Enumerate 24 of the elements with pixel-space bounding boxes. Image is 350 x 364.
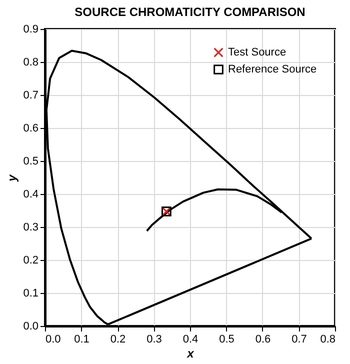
legend-label: Reference Source (228, 64, 317, 76)
x-tick-label: 0.2 (110, 334, 126, 346)
y-tick-label: 0.1 (23, 288, 38, 300)
y-tick-label: 0.4 (23, 188, 38, 200)
x-axis-title: x (186, 346, 196, 360)
y-axis-title: y (5, 173, 20, 182)
legend-label: Test Source (228, 46, 286, 58)
y-tick-label: 0.3 (23, 222, 38, 234)
x-tick-label: 0.6 (255, 334, 271, 346)
x-tick-label: 0.1 (74, 334, 90, 346)
y-tick-label: 0.5 (23, 156, 38, 168)
x-tick-label: 0.3 (146, 334, 162, 346)
chart-title: SOURCE CHROMATICITY COMPARISON (74, 5, 306, 19)
x-tick-label: 0.0 (46, 334, 61, 346)
y-tick-label: 0.7 (23, 90, 38, 102)
y-tick-label: 0.8 (23, 56, 38, 68)
y-tick-label: 0.2 (23, 254, 38, 266)
y-tick-label: 0.0 (23, 320, 38, 332)
x-tick-label: 0.8 (320, 334, 336, 346)
x-tick-label: 0.7 (292, 334, 307, 346)
y-tick-label: 0.6 (23, 122, 38, 134)
y-tick-label: 0.9 (23, 24, 38, 36)
x-tick-label: 0.5 (219, 334, 234, 346)
x-tick-label: 0.4 (182, 334, 198, 346)
